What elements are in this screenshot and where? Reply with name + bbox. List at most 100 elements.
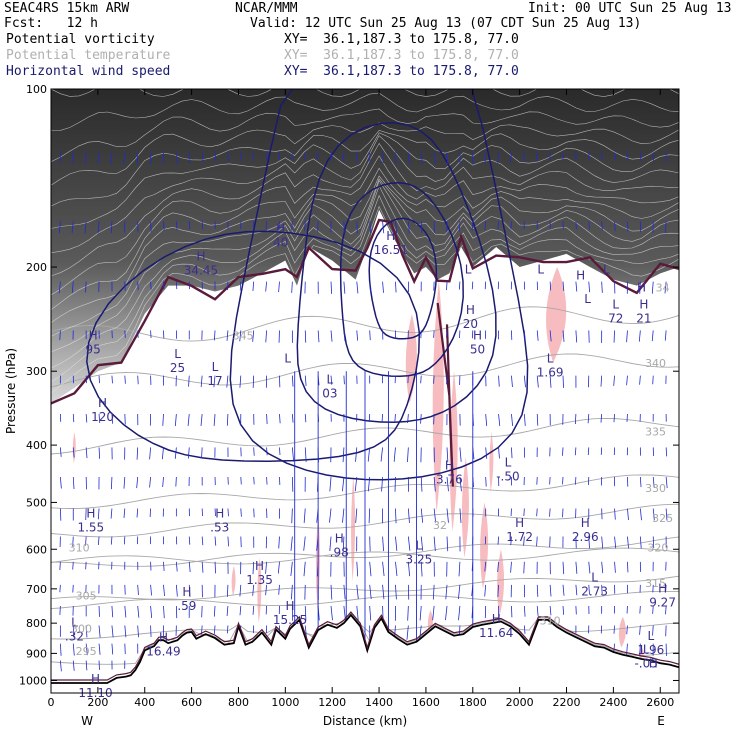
extremum-value: 1.96	[638, 643, 665, 657]
extremum-value: 72	[608, 311, 623, 325]
isentrope-label: 300	[71, 623, 92, 636]
high-label: H	[576, 269, 585, 283]
wind-arrow	[485, 414, 488, 426]
wind-arrow	[356, 561, 359, 577]
wind-arrow	[265, 281, 267, 292]
wind-arrow	[355, 508, 358, 523]
wind-arrow	[446, 508, 449, 523]
wind-arrow	[59, 643, 62, 656]
wind-arrow	[252, 281, 255, 291]
x-axis-west-label: W	[81, 714, 93, 728]
x-tick-label: 400	[134, 696, 155, 709]
wind-arrow	[523, 414, 526, 426]
wind-arrow	[433, 508, 437, 523]
wind-arrow	[407, 561, 411, 577]
wind-arrow	[369, 605, 372, 621]
wind-arrow	[290, 561, 293, 577]
wind-arrow	[252, 584, 255, 596]
stratospheric-isentrope	[51, 108, 679, 162]
isentrope-345	[51, 306, 679, 342]
wind-arrow	[175, 561, 178, 572]
wind-arrow	[240, 508, 242, 517]
wind-arrow	[381, 414, 383, 423]
wind-arrow	[97, 152, 100, 164]
wind-arrow	[111, 625, 114, 638]
high-label: H	[182, 585, 191, 599]
y-tick-label: 900	[26, 647, 47, 660]
wind-arrow	[343, 281, 346, 294]
wind-arrow	[433, 375, 435, 384]
wind-arrow	[588, 221, 590, 230]
wind-arrow	[137, 625, 139, 638]
wind-arrow	[562, 281, 565, 291]
wind-arrow	[72, 643, 75, 656]
extremum-value: 20	[463, 317, 478, 331]
wind-arrow	[213, 625, 216, 634]
wind-arrow	[213, 605, 216, 617]
extremum-value: 120	[91, 410, 114, 424]
pv-high-patch	[351, 475, 356, 582]
wind-arrow	[201, 561, 204, 573]
wind-arrow	[162, 476, 164, 488]
high-label: H	[89, 328, 98, 342]
wind-arrow	[498, 413, 501, 426]
extremum-value: 21	[636, 311, 651, 325]
wind-arrow	[149, 476, 151, 488]
plot-frame	[50, 88, 680, 694]
wind-arrow	[59, 561, 61, 571]
low-label: L	[612, 297, 619, 311]
wind-arrow	[575, 561, 578, 574]
wind-arrow	[614, 561, 616, 573]
wind-arrow	[72, 536, 74, 547]
wind-arrow	[574, 447, 577, 456]
x-tick-label: 1200	[318, 696, 346, 709]
wind-arrow	[665, 605, 667, 615]
wind-arrow	[511, 375, 513, 387]
wind-arrow	[613, 330, 615, 343]
wind-arrow	[458, 584, 461, 600]
wind-arrow	[484, 584, 487, 597]
wind-arrow	[562, 561, 565, 575]
field2-name: Potential temperature	[6, 48, 171, 63]
wind-arrow	[523, 330, 526, 341]
x-tick-label: 1800	[459, 696, 487, 709]
wind-arrow	[395, 536, 398, 551]
wind-arrow	[266, 447, 268, 456]
wind-arrow	[226, 584, 229, 597]
wind-arrow	[291, 584, 293, 600]
wind-arrow	[536, 375, 539, 388]
extremum-value: 40	[273, 236, 288, 250]
wind-arrow	[498, 447, 500, 459]
x-tick-label: 0	[48, 696, 55, 709]
high-label: H	[581, 516, 590, 530]
wind-arrow	[329, 476, 332, 492]
isentrope-340	[51, 353, 679, 388]
wind-arrow	[638, 330, 641, 342]
high-label: H	[515, 516, 524, 530]
stratospheric-isentrope	[51, 132, 679, 229]
wind-arrow	[342, 447, 345, 463]
wind-arrow	[562, 330, 565, 342]
wind-arrow	[110, 536, 113, 545]
low-label: L	[537, 262, 544, 276]
wind-arrow	[110, 508, 113, 519]
wind-arrow	[342, 536, 345, 552]
high-label: H	[285, 599, 294, 613]
wind-arrow	[303, 536, 306, 551]
wind-arrow	[614, 508, 616, 520]
pv-high-patch	[257, 557, 262, 624]
low-label: L	[465, 262, 472, 276]
wind-arrow	[613, 625, 615, 634]
wind-arrow	[253, 508, 255, 518]
wind-arrow	[330, 330, 333, 342]
wind-arrow	[226, 625, 229, 634]
wind-arrow	[174, 447, 177, 459]
wind-arrow	[395, 152, 397, 164]
high-label: H	[639, 297, 648, 311]
wind-arrow	[278, 221, 280, 230]
wind-arrow	[639, 375, 641, 385]
wind-arrow	[536, 152, 538, 162]
wind-arrow	[72, 414, 75, 423]
x-axis-label: Distance (km)	[323, 714, 407, 728]
